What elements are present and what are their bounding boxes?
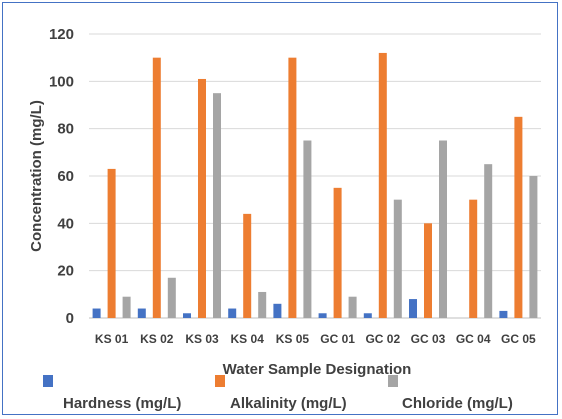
x-tick-label: GC 02 [365,332,400,346]
bar-hardness-gc03 [409,299,417,318]
y-tick-labels: 0 20 40 60 80 100 120 [49,26,74,327]
legend-label-alkalinity: Alkalinity (mg/L) [230,395,347,412]
bar-chloride-ks03 [213,93,221,319]
bar-hardness-gc05 [499,310,508,318]
legend-label-hardness: Hardness (mg/L) [63,395,181,412]
bar-hardness-ks03 [183,313,191,318]
bar-alkalinity-ks04 [243,213,252,318]
bar-chloride-ks05 [303,140,312,318]
bar-alkalinity-gc02 [378,52,387,318]
x-axis-title: Water Sample Designation [223,361,412,378]
x-tick-label: KS 01 [95,332,129,346]
bar-alkalinity-ks02 [152,57,161,319]
bar-hardness-gc02 [363,313,372,318]
bar-alkalinity-gc03 [424,223,432,318]
bar-chloride-ks04 [258,291,267,318]
bar-chloride-ks02 [167,277,176,318]
bar-alkalinity-ks05 [288,57,297,319]
y-tick-label: 60 [57,168,74,185]
bar-hardness-gc01 [318,313,327,318]
x-tick-labels: KS 01 KS 02 KS 03 KS 04 KS 05 GC 01 GC 02 GC 03… [95,332,536,346]
bar-hardness-ks02 [137,308,146,318]
bar-chloride-gc04 [484,164,493,318]
legend: Hardness (mg/L) Alkalinity (mg/L) Chloride… [43,375,513,412]
chart-frame [2,2,558,415]
bar-alkalinity-ks01 [107,168,116,318]
bar-chloride-gc01 [348,296,357,318]
bar-chloride-ks01 [122,296,131,318]
bar-chloride-gc02 [393,199,402,318]
legend-marker-chloride [388,375,398,387]
x-tick-label: GC 01 [320,332,355,346]
bar-alkalinity-ks03 [198,78,206,318]
gridlines [89,33,541,319]
x-tick-label: GC 03 [411,332,446,346]
bar-alkalinity-gc01 [333,187,342,318]
x-tick-label: GC 05 [501,332,536,346]
bar-chloride-gc05 [529,176,538,318]
y-tick-label: 80 [57,121,74,138]
y-tick-label: 20 [57,263,74,280]
x-tick-label: KS 05 [276,332,310,346]
bar-alkalinity-gc05 [514,116,523,318]
x-tick-label: GC 04 [456,332,491,346]
legend-marker-hardness [43,375,53,387]
bar-hardness-ks04 [228,308,237,318]
y-tick-label: 120 [49,26,74,43]
y-tick-label: 100 [49,73,74,90]
bar-hardness-ks01 [92,308,101,318]
legend-marker-alkalinity [215,375,225,387]
x-tick-label: KS 03 [185,332,219,346]
bar-hardness-ks05 [273,303,282,318]
y-tick-label: 0 [66,310,74,327]
x-tick-label: KS 04 [231,332,265,346]
x-tick-label: KS 02 [140,332,174,346]
bar-chloride-gc03 [439,140,447,318]
y-axis-title: Concentration (mg/L) [28,100,45,252]
y-tick-label: 40 [57,215,74,232]
legend-label-chloride: Chloride (mg/L) [402,395,513,412]
bars [92,52,538,319]
bar-alkalinity-gc04 [469,199,478,318]
